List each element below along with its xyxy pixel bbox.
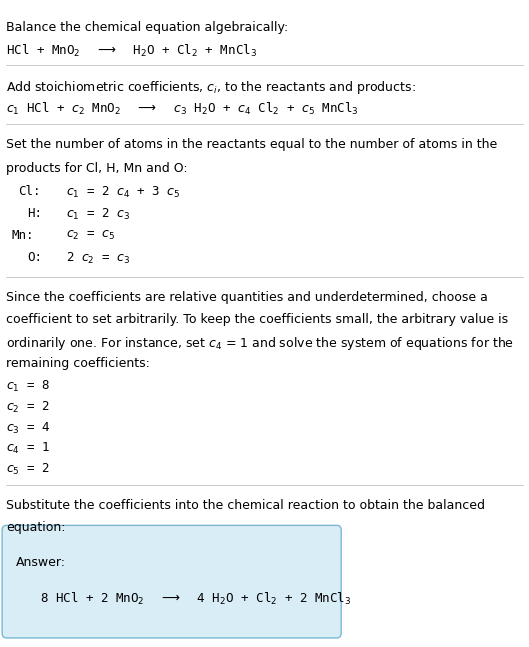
- Text: $c_2$ = 2: $c_2$ = 2: [6, 400, 50, 415]
- Text: Since the coefficients are relative quantities and underdetermined, choose a: Since the coefficients are relative quan…: [6, 291, 488, 304]
- Text: O:: O:: [28, 251, 42, 264]
- Text: Balance the chemical equation algebraically:: Balance the chemical equation algebraica…: [6, 21, 289, 34]
- Text: Answer:: Answer:: [16, 556, 66, 569]
- Text: H:: H:: [28, 207, 42, 220]
- Text: $c_1$ = 2 $c_3$: $c_1$ = 2 $c_3$: [66, 207, 130, 222]
- Text: 2 $c_2$ = $c_3$: 2 $c_2$ = $c_3$: [66, 251, 130, 266]
- Text: Mn:: Mn:: [12, 229, 34, 242]
- Text: Substitute the coefficients into the chemical reaction to obtain the balanced: Substitute the coefficients into the che…: [6, 499, 485, 512]
- Text: Set the number of atoms in the reactants equal to the number of atoms in the: Set the number of atoms in the reactants…: [6, 138, 498, 151]
- Text: $c_1$ = 8: $c_1$ = 8: [6, 379, 50, 394]
- Text: Add stoichiometric coefficients, $c_i$, to the reactants and products:: Add stoichiometric coefficients, $c_i$, …: [6, 79, 416, 96]
- Text: products for Cl, H, Mn and O:: products for Cl, H, Mn and O:: [6, 162, 188, 175]
- FancyBboxPatch shape: [2, 525, 341, 638]
- Text: equation:: equation:: [6, 521, 66, 534]
- Text: $c_4$ = 1: $c_4$ = 1: [6, 441, 50, 456]
- Text: $c_3$ = 4: $c_3$ = 4: [6, 421, 51, 435]
- Text: coefficient to set arbitrarily. To keep the coefficients small, the arbitrary va: coefficient to set arbitrarily. To keep …: [6, 313, 508, 326]
- Text: remaining coefficients:: remaining coefficients:: [6, 357, 150, 370]
- Text: 8 HCl + 2 MnO$_2$  $\longrightarrow$  4 H$_2$O + Cl$_2$ + 2 MnCl$_3$: 8 HCl + 2 MnO$_2$ $\longrightarrow$ 4 H$…: [40, 591, 351, 607]
- Text: ordinarily one. For instance, set $c_4$ = 1 and solve the system of equations fo: ordinarily one. For instance, set $c_4$ …: [6, 335, 515, 352]
- Text: $c_1$ HCl + $c_2$ MnO$_2$  $\longrightarrow$  $c_3$ H$_2$O + $c_4$ Cl$_2$ + $c_5: $c_1$ HCl + $c_2$ MnO$_2$ $\longrightarr…: [6, 101, 359, 117]
- Text: $c_5$ = 2: $c_5$ = 2: [6, 462, 50, 477]
- Text: $c_1$ = 2 $c_4$ + 3 $c_5$: $c_1$ = 2 $c_4$ + 3 $c_5$: [66, 185, 181, 200]
- Text: Cl:: Cl:: [19, 185, 41, 198]
- Text: $c_2$ = $c_5$: $c_2$ = $c_5$: [66, 229, 115, 242]
- Text: HCl + MnO$_2$  $\longrightarrow$  H$_2$O + Cl$_2$ + MnCl$_3$: HCl + MnO$_2$ $\longrightarrow$ H$_2$O +…: [6, 43, 258, 60]
